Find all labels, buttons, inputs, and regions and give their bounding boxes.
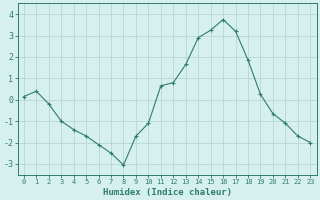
X-axis label: Humidex (Indice chaleur): Humidex (Indice chaleur) [103,188,232,197]
